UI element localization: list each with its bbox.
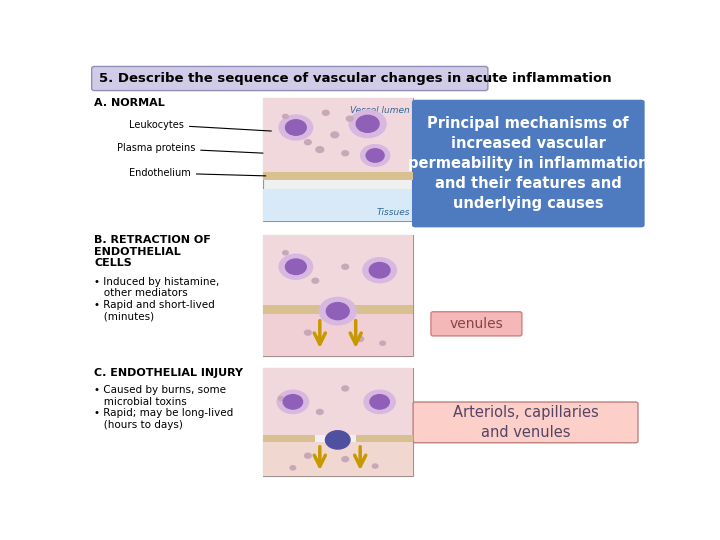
Circle shape — [279, 115, 312, 140]
Bar — [263, 235, 413, 356]
Circle shape — [286, 120, 306, 135]
FancyBboxPatch shape — [413, 402, 638, 443]
Circle shape — [316, 147, 324, 152]
Text: • Induced by histamine,
   other mediators
• Rapid and short-lived
   (minutes): • Induced by histamine, other mediators … — [94, 277, 220, 322]
Circle shape — [283, 114, 288, 119]
Bar — [263, 189, 413, 221]
Bar — [350, 305, 413, 314]
Circle shape — [305, 140, 311, 145]
Bar — [263, 172, 413, 180]
Circle shape — [325, 431, 350, 449]
Text: C. ENDOTHELIAL INJURY: C. ENDOTHELIAL INJURY — [94, 368, 243, 379]
Circle shape — [305, 453, 311, 458]
Bar — [263, 305, 320, 314]
Circle shape — [357, 336, 364, 341]
Circle shape — [366, 148, 384, 162]
Circle shape — [283, 251, 288, 255]
Circle shape — [364, 390, 395, 414]
Circle shape — [277, 390, 308, 414]
Circle shape — [342, 457, 348, 462]
Bar — [356, 435, 413, 442]
Text: Principal mechanisms of
increased vascular
permeability in inflammation
and thei: Principal mechanisms of increased vascul… — [408, 117, 649, 211]
Circle shape — [361, 145, 390, 166]
Text: Plasma proteins: Plasma proteins — [117, 143, 263, 153]
Circle shape — [369, 262, 390, 278]
Circle shape — [278, 396, 284, 401]
Bar — [263, 368, 413, 435]
Circle shape — [323, 110, 329, 115]
Text: 5. Describe the sequence of vascular changes in acute inflammation: 5. Describe the sequence of vascular cha… — [99, 72, 611, 85]
Circle shape — [363, 258, 397, 283]
Bar — [263, 314, 413, 356]
FancyBboxPatch shape — [431, 312, 522, 336]
Circle shape — [305, 330, 311, 335]
Circle shape — [331, 132, 338, 138]
Circle shape — [380, 341, 385, 345]
Circle shape — [326, 302, 349, 320]
Text: B. RETRACTION OF
ENDOTHELIAL
CELLS: B. RETRACTION OF ENDOTHELIAL CELLS — [94, 235, 211, 268]
Text: Tissues: Tissues — [377, 207, 410, 217]
Circle shape — [342, 151, 348, 156]
Bar — [263, 442, 413, 476]
FancyBboxPatch shape — [91, 66, 488, 91]
Text: venules: venules — [449, 317, 503, 331]
Circle shape — [312, 278, 319, 284]
Bar — [263, 98, 413, 172]
Circle shape — [286, 259, 306, 274]
Circle shape — [317, 409, 323, 414]
Circle shape — [290, 465, 296, 470]
Text: A. NORMAL: A. NORMAL — [94, 98, 165, 108]
Circle shape — [283, 395, 302, 409]
Circle shape — [349, 110, 386, 138]
Text: • Caused by burns, some
   microbial toxins
• Rapid; may be long-lived
   (hours: • Caused by burns, some microbial toxins… — [94, 385, 234, 430]
Circle shape — [372, 464, 378, 468]
Circle shape — [320, 298, 356, 325]
Circle shape — [342, 386, 348, 391]
Text: Arteriols, capillaries
and venules: Arteriols, capillaries and venules — [453, 405, 598, 440]
Circle shape — [279, 254, 312, 279]
Bar — [263, 235, 413, 305]
Text: Leukocytes: Leukocytes — [129, 119, 271, 131]
Bar — [263, 435, 315, 442]
FancyBboxPatch shape — [412, 100, 644, 227]
Circle shape — [342, 264, 348, 269]
Circle shape — [346, 116, 353, 121]
Circle shape — [356, 116, 379, 132]
Text: Endothelium: Endothelium — [129, 168, 266, 178]
Bar — [263, 368, 413, 476]
Text: Vessel lumen: Vessel lumen — [350, 105, 410, 114]
Circle shape — [370, 395, 390, 409]
Bar — [263, 98, 413, 221]
